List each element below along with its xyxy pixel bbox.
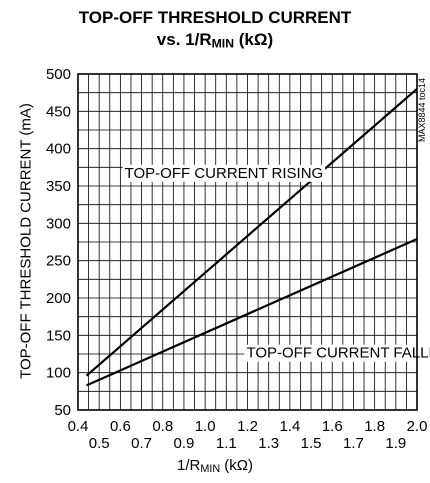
series-line (86, 237, 418, 387)
y-tick-label: 250 (46, 253, 71, 270)
y-tick-label: 300 (46, 215, 71, 232)
x-tick-label: 1.7 (343, 435, 364, 452)
x-tick-label: 0.8 (152, 418, 173, 435)
plot-frame (77, 73, 418, 411)
x-tick-label: 0.5 (89, 435, 110, 452)
x-axis-label-subscript: MIN (200, 463, 221, 476)
y-tick-label: 50 (54, 402, 71, 419)
tick-labels: 50 100 150 200 250 300 350 400 450 500 0.4 0.6 0.8 1.… (46, 66, 427, 452)
subtitle-suffix: (kΩ) (234, 30, 274, 49)
x-tick-label: 1.3 (258, 435, 279, 452)
y-tick-label: 400 (46, 141, 71, 158)
x-tick-label: 0.9 (174, 435, 195, 452)
x-tick-label: 1.1 (216, 435, 237, 452)
chart-subtitle: vs. 1/RMIN (kΩ) (0, 30, 430, 50)
y-tick-label: 350 (46, 178, 71, 195)
x-tick-label: 1.5 (301, 435, 322, 452)
y-tick-label: 500 (46, 66, 71, 83)
x-tick-label: 0.7 (131, 435, 152, 452)
x-tick-label: 1.0 (195, 418, 216, 435)
annotations: TOP-OFF CURRENT RISING TOP-OFF CURRENT FA… (122, 164, 430, 362)
x-tick-label: 1.8 (364, 418, 385, 435)
annotation-background (122, 164, 326, 182)
annotation-label: TOP-OFF CURRENT RISING (125, 165, 324, 182)
y-tick-label: 100 (46, 365, 71, 382)
subtitle-subscript: MIN (211, 36, 235, 51)
x-axis-label-suffix: (kΩ) (220, 457, 253, 474)
x-tick-label: 1.4 (279, 418, 300, 435)
y-tick-label: 450 (46, 103, 71, 120)
subtitle-prefix: vs. 1/R (156, 30, 212, 49)
data-series (85, 88, 418, 387)
x-tick-label: 1.9 (385, 435, 406, 452)
x-axis-label: 1/RMIN (kΩ) (0, 457, 430, 475)
y-tick-label: 200 (46, 290, 71, 307)
x-tick-label: 1.2 (237, 418, 258, 435)
figure-code-label: MAX8844 toc14 (417, 78, 427, 142)
chart-title: TOP-OFF THRESHOLD CURRENT (78, 8, 352, 27)
x-tick-label: 2.0 (407, 418, 428, 435)
series-line (85, 88, 418, 377)
x-tick-label: 0.6 (110, 418, 131, 435)
grid-lines (78, 74, 417, 410)
annotation-background (244, 344, 430, 362)
x-tick-label: 0.4 (68, 418, 89, 435)
x-tick-label: 1.6 (322, 418, 343, 435)
annotation-label: TOP-OFF CURRENT FALLING (246, 345, 430, 362)
x-axis-label-prefix: 1/R (176, 457, 201, 474)
y-tick-label: 150 (46, 327, 71, 344)
